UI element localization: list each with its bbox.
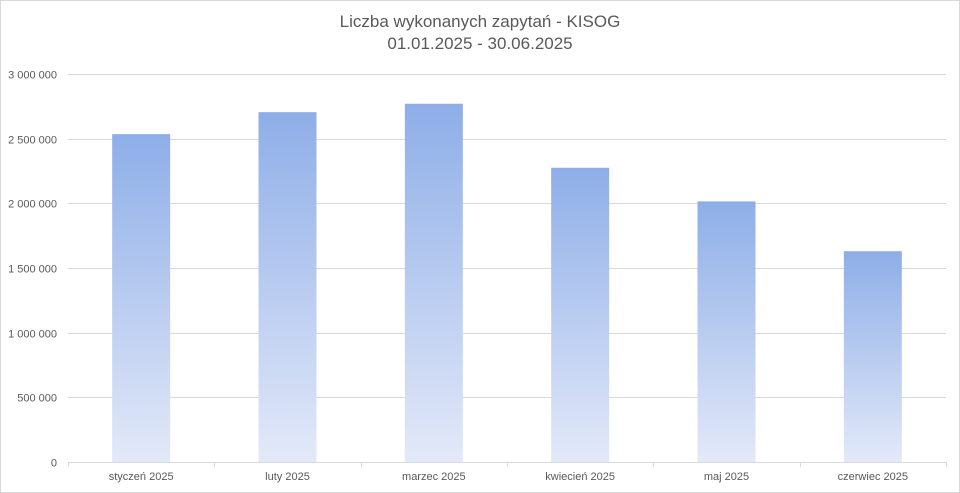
x-tick-label: kwiecień 2025 xyxy=(545,471,615,483)
chart-title: Liczba wykonanych zapytań - KISOG xyxy=(339,12,621,31)
bar xyxy=(551,167,610,462)
axes xyxy=(68,462,947,467)
gridlines xyxy=(68,74,946,398)
chart-title-block: Liczba wykonanych zapytań - KISOG 01.01.… xyxy=(1,11,959,55)
y-tick-label: 0 xyxy=(51,458,57,470)
y-tick-label: 1 000 000 xyxy=(8,329,57,341)
bars xyxy=(112,103,902,463)
bar xyxy=(404,103,463,462)
y-tick-label: 3 000 000 xyxy=(8,70,57,82)
x-tick-label: styczeń 2025 xyxy=(109,471,174,483)
bar xyxy=(697,201,756,463)
tick-labels: 0 500 000 1 000 000 1 500 000 2 000 000 2 500… xyxy=(8,70,908,484)
x-tick-label: marzec 2025 xyxy=(402,471,466,483)
bar xyxy=(843,251,902,462)
chart-subtitle: 01.01.2025 - 30.06.2025 xyxy=(387,34,573,53)
bar xyxy=(258,112,317,463)
y-tick-label: 1 500 000 xyxy=(8,264,57,276)
x-tick-label: luty 2025 xyxy=(265,471,310,483)
x-tick-label: maj 2025 xyxy=(704,471,749,483)
y-tick-label: 2 500 000 xyxy=(8,135,57,147)
x-tick-label: czerwiec 2025 xyxy=(838,471,908,483)
bar xyxy=(112,134,171,462)
y-tick-label: 500 000 xyxy=(17,393,57,405)
y-tick-label: 2 000 000 xyxy=(8,199,57,211)
